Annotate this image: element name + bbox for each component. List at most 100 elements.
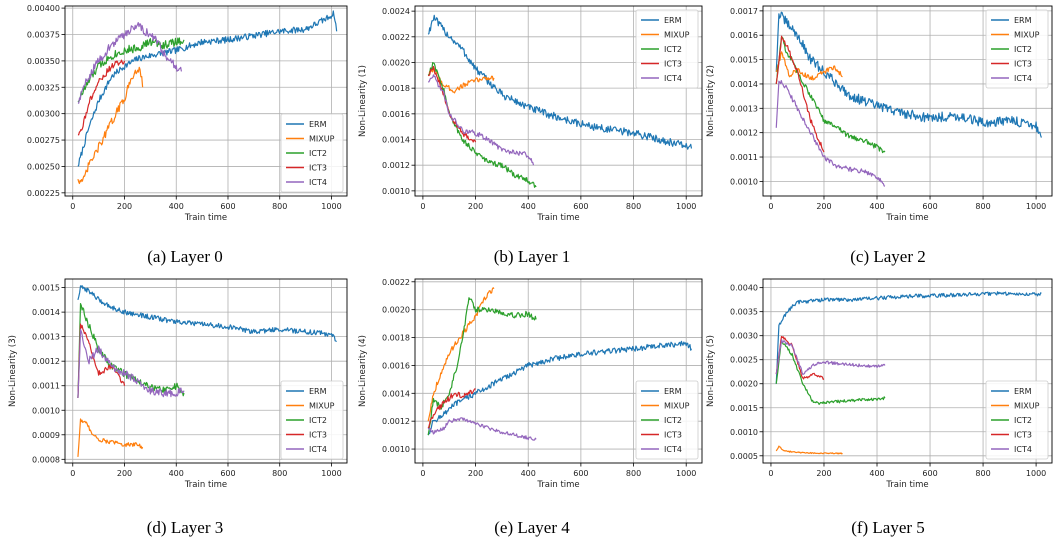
y-tick-label: 0.0013 — [730, 104, 758, 113]
y-tick-label: 0.0025 — [730, 356, 758, 365]
legend-label-ict3: ICT3 — [1014, 431, 1032, 440]
x-tick-label: 1000 — [1026, 202, 1046, 211]
legend: ERM MIXUP ICT2 ICT3 ICT4 — [985, 380, 1049, 460]
y-tick-label: 0.0018 — [382, 334, 410, 343]
y-tick-label: 0.0022 — [382, 33, 410, 42]
y-tick-label: 0.00400 — [27, 4, 60, 13]
legend: ERM MIXUP ICT2 ICT3 ICT4 — [280, 380, 344, 460]
y-tick-label: 0.0016 — [382, 110, 410, 119]
legend-label-ict4: ICT4 — [664, 74, 682, 83]
x-tick-label: 800 — [626, 202, 641, 211]
plot-frame — [64, 5, 348, 197]
legend-label-ict4: ICT4 — [1014, 445, 1032, 454]
x-tick-label: 0 — [768, 202, 773, 211]
series-line-ict2 — [77, 302, 185, 399]
legend-box — [280, 380, 344, 460]
plot-frame — [762, 278, 1053, 464]
series-line-mixup — [775, 51, 843, 81]
y-tick-label: 0.0010 — [730, 177, 758, 186]
series-line-ict2 — [427, 62, 537, 188]
series-group — [775, 291, 1042, 455]
legend-label-ict3: ICT3 — [1014, 60, 1032, 69]
y-tick-label: 0.0011 — [730, 153, 758, 162]
x-tick-label: 600 — [220, 469, 235, 478]
series-group — [427, 287, 693, 441]
chart-panel-2: 0 200 400 600 800 1000 0.0010 0.0012 0.0014 0.001… — [358, 5, 703, 266]
y-tick-label: 0.0017 — [730, 7, 758, 16]
series-line-mixup — [77, 418, 144, 457]
series-line-ict2 — [427, 297, 537, 436]
x-tick-label: 1000 — [321, 202, 341, 211]
legend-label-mixup: MIXUP — [664, 31, 690, 40]
legend-label-ict4: ICT4 — [664, 445, 682, 454]
x-tick-label: 200 — [117, 469, 132, 478]
y-tick-label: 0.0010 — [730, 428, 758, 437]
legend-box — [985, 9, 1049, 89]
y-axis-label: Non-Linearity (2) — [706, 65, 716, 137]
y-tick-label: 0.0014 — [382, 136, 410, 145]
y-tick-label: 0.0008 — [32, 455, 60, 464]
x-axis-label: Train time — [184, 213, 227, 223]
x-tick-label: 400 — [521, 469, 536, 478]
x-tick-label: 600 — [573, 202, 588, 211]
x-axis-label: Train time — [184, 480, 227, 490]
legend: ERM MIXUP ICT2 ICT3 ICT4 — [635, 9, 699, 89]
legend-box — [635, 9, 699, 89]
chart-panel-3: 0 200 400 600 800 1000 0.0010 0.0011 0.0012 0.001… — [706, 5, 1053, 266]
x-tick-label: 800 — [975, 202, 990, 211]
x-tick-label: 400 — [869, 469, 884, 478]
legend-label-ict3: ICT3 — [309, 164, 327, 173]
y-tick-label: 0.0012 — [32, 357, 60, 366]
series-group — [775, 11, 1042, 187]
x-axis-label: Train time — [536, 213, 579, 223]
y-tick-label: 0.0014 — [32, 308, 60, 317]
legend-label-erm: ERM — [1014, 387, 1032, 396]
y-tick-label: 0.0010 — [382, 445, 410, 454]
x-tick-label: 1000 — [676, 202, 696, 211]
x-tick-label: 200 — [117, 202, 132, 211]
series-line-mixup — [775, 445, 843, 455]
x-tick-label: 800 — [272, 202, 287, 211]
series-line-erm — [775, 11, 1042, 138]
x-tick-label: 1000 — [676, 469, 696, 478]
x-tick-label: 600 — [922, 469, 937, 478]
legend: ERM MIXUP ICT2 ICT3 ICT4 — [635, 380, 699, 460]
panel-caption: (c) Layer 2 — [850, 247, 926, 266]
x-axis-label: Train time — [885, 213, 928, 223]
legend-box — [280, 113, 344, 193]
x-tick-label: 0 — [70, 202, 75, 211]
x-tick-label: 800 — [626, 469, 641, 478]
plot-frame — [762, 5, 1053, 197]
legend-label-mixup: MIXUP — [664, 402, 690, 411]
legend-label-ict4: ICT4 — [309, 445, 327, 454]
series-line-erm — [427, 14, 693, 150]
legend-label-erm: ERM — [664, 387, 682, 396]
x-tick-label: 1000 — [321, 469, 341, 478]
legend: ERM MIXUP ICT2 ICT3 ICT4 — [985, 9, 1049, 89]
x-tick-label: 0 — [420, 202, 425, 211]
legend-label-erm: ERM — [309, 120, 327, 129]
series-line-ict3 — [427, 388, 476, 429]
y-tick-label: 0.00325 — [27, 83, 60, 92]
legend: ERM MIXUP ICT2 ICT3 ICT4 — [280, 113, 344, 193]
legend-label-erm: ERM — [309, 387, 327, 396]
y-axis-label: Non-Linearity (3) — [8, 335, 18, 407]
legend-label-ict2: ICT2 — [309, 416, 327, 425]
legend-box — [635, 380, 699, 460]
x-tick-label: 0 — [768, 469, 773, 478]
x-tick-label: 400 — [169, 469, 184, 478]
series-line-ict2 — [77, 37, 185, 103]
x-tick-label: 0 — [420, 469, 425, 478]
y-tick-label: 0.00250 — [27, 162, 60, 171]
legend-label-mixup: MIXUP — [1014, 402, 1040, 411]
y-tick-label: 0.0013 — [32, 333, 60, 342]
series-line-ict4 — [77, 21, 183, 104]
y-tick-label: 0.0035 — [730, 308, 758, 317]
series-line-ict4 — [427, 417, 537, 441]
legend-label-erm: ERM — [1014, 16, 1032, 25]
y-axis-label: Non-Linearity (5) — [706, 335, 716, 407]
legend-label-ict2: ICT2 — [1014, 416, 1032, 425]
y-tick-label: 0.0012 — [730, 129, 758, 138]
chart-panel-4: 0 200 400 600 800 1000 0.0008 0.0009 0.0010 0.001… — [8, 278, 348, 537]
